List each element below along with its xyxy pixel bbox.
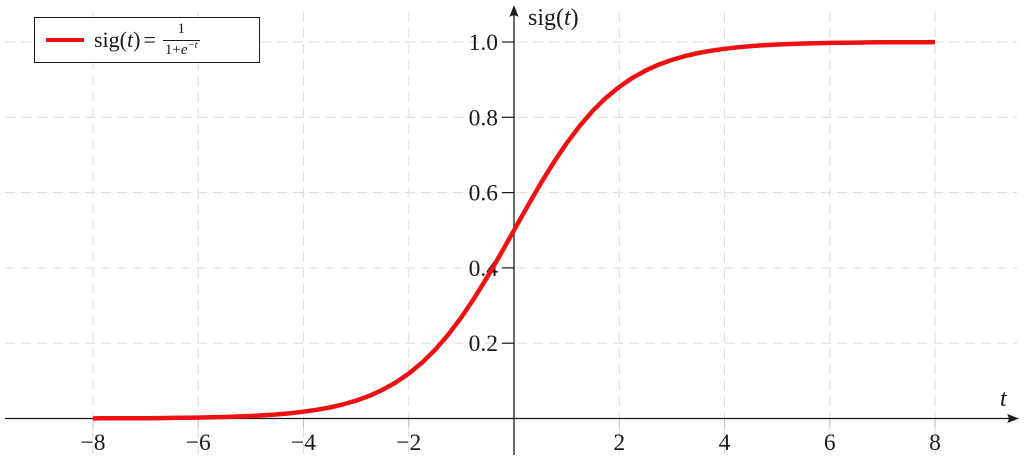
y-axis-title: sig(t) [528,5,579,31]
x-axis-title: t [1000,386,1007,412]
x-tick-label: −6 [186,430,211,456]
x-tick-label: 8 [929,430,941,456]
legend: sig(t) = 1 1+e−t [34,17,260,63]
sigmoid-curve [92,39,936,421]
y-tick-marks [502,41,515,344]
y-tick-label: 0.8 [469,105,498,131]
y-tick-label: 0.6 [469,181,499,207]
legend-line-sample [46,37,84,43]
x-tick-label: −8 [80,430,105,456]
x-tick-label: −2 [396,430,421,456]
x-tick-marks [92,418,936,428]
x-tick-label: −4 [291,430,316,456]
x-axis-arrowhead [1007,413,1019,424]
legend-fraction: 1 1+e−t [162,21,200,58]
x-tick-label: 6 [824,430,836,456]
legend-label: sig(t) = 1 1+e−t [94,21,200,58]
axes [5,14,1010,455]
y-tick-label: 1.0 [469,30,498,56]
tick-labels: −8 −6 −4 −2 2 4 6 80.20.40.60.81.0 [80,30,940,456]
x-tick-label: 2 [613,430,625,456]
x-tick-label: 4 [719,430,731,456]
y-axis-arrowhead [509,5,519,17]
y-tick-label: 0.2 [469,331,498,357]
